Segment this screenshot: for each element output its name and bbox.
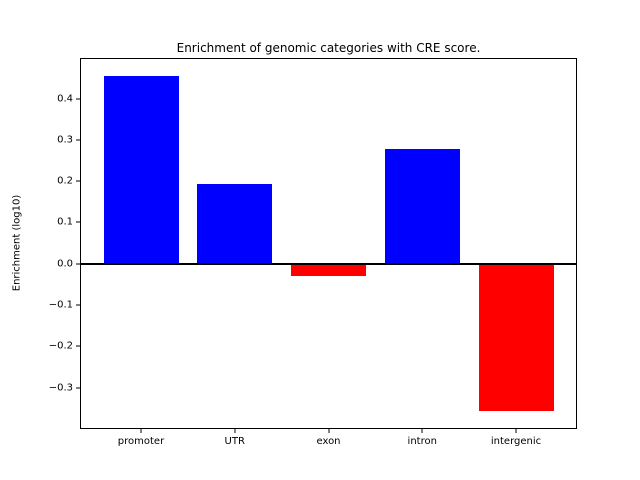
y-tick-mark <box>76 98 80 100</box>
bar-intron <box>384 148 460 264</box>
x-tick-mark <box>140 429 142 433</box>
zero-line <box>81 262 576 265</box>
y-tick-mark <box>76 263 80 265</box>
x-tick-mark <box>515 429 517 433</box>
x-tick-label-promoter: promoter <box>117 436 165 447</box>
bar-intergenic <box>478 263 554 412</box>
y-tick-label: −0.3 <box>48 382 73 394</box>
y-tick-label: −0.1 <box>48 299 73 311</box>
x-tick-mark <box>234 429 236 433</box>
plot-area: 0.4 0.3 0.2 0.1 0.0 −0.1 −0.2 −0.3 promoter UTR ex… <box>49 58 577 447</box>
x-tick-mark <box>328 429 329 433</box>
x-tick-mark <box>421 429 423 433</box>
bar-UTR <box>197 184 273 264</box>
y-tick-label: 0.0 <box>57 258 73 270</box>
y-tick-mark <box>76 139 80 141</box>
y-tick-label: 0.3 <box>57 134 73 146</box>
y-tick-label: 0.4 <box>57 93 73 105</box>
y-tick-label: −0.2 <box>48 340 73 352</box>
x-tick-label-intron: intron <box>407 436 437 447</box>
y-tick-label: 0.1 <box>57 216 73 228</box>
y-axis-label: Enrichment (log10) <box>11 194 23 292</box>
chart-title: Enrichment of genomic categories with CR… <box>176 41 481 55</box>
y-tick-mark <box>76 345 80 347</box>
x-tick-label-UTR: UTR <box>224 436 245 447</box>
y-tick-mark <box>76 304 80 306</box>
bar-exon <box>291 263 366 277</box>
y-tick-mark <box>76 387 80 389</box>
bar-promoter <box>103 75 179 264</box>
y-tick-mark <box>76 221 80 223</box>
y-tick-mark <box>76 180 80 182</box>
x-tick-label-intergenic: intergenic <box>490 436 542 447</box>
y-tick-label: 0.2 <box>57 175 73 187</box>
x-tick-label-exon: exon <box>316 436 341 447</box>
